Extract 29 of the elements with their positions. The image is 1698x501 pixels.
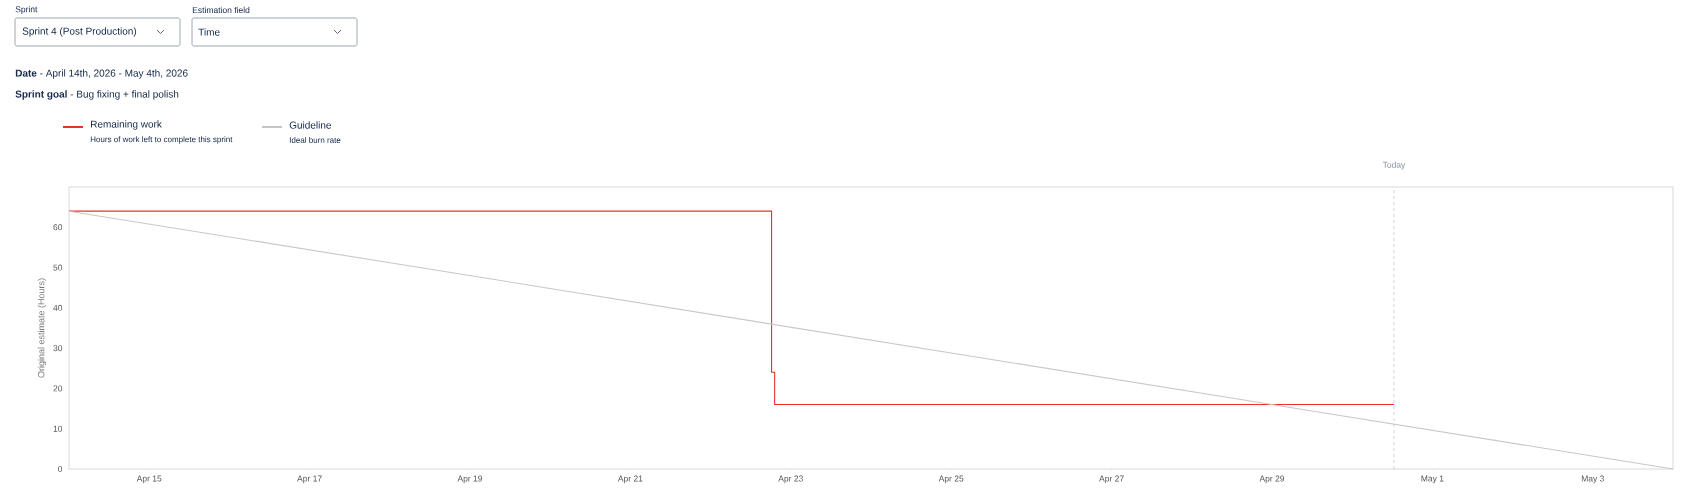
- ref-line-label: Today: [1382, 161, 1406, 170]
- x-tick-label: May 1: [1421, 475, 1444, 484]
- x-tick-label: Apr 27: [1099, 475, 1124, 484]
- text: Hours of work left to complete this sprint: [90, 136, 233, 144]
- legend-label: Guideline: [289, 121, 331, 129]
- x-tick-label: May 3: [1581, 475, 1604, 484]
- y-tick-label: 0: [58, 466, 63, 472]
- text: Sprint goal - Bug fixing + final polish: [15, 90, 179, 100]
- y-tick-label: 30: [53, 345, 63, 352]
- legend-label: Remaining work: [91, 120, 162, 130]
- y-tick-label: 20: [53, 385, 63, 392]
- x-tick-label: Apr 15: [136, 475, 162, 484]
- y-tick-label: 40: [53, 304, 63, 311]
- text: Sprint: [15, 6, 38, 14]
- y-tick-label: 50: [53, 264, 63, 271]
- y-tick-label: 60: [53, 224, 63, 231]
- text: Time: [198, 28, 220, 36]
- x-tick-label: Apr 19: [457, 475, 483, 484]
- text: Sprint 4 (Post Production): [22, 27, 137, 37]
- text: Date - April 14th, 2026 - May 4th, 2026: [15, 69, 188, 79]
- y-axis-title: Original estimate (Hours): [37, 278, 47, 378]
- x-tick-label: Apr 23: [778, 475, 803, 484]
- text: Estimation field: [192, 6, 250, 14]
- x-tick-label: Apr 25: [938, 475, 964, 484]
- x-tick-label: Apr 29: [1259, 475, 1285, 484]
- y-tick-label: 10: [53, 425, 63, 432]
- x-tick-label: Apr 21: [617, 475, 643, 484]
- text: Ideal burn rate: [289, 137, 341, 143]
- x-tick-label: Apr 17: [297, 475, 322, 484]
